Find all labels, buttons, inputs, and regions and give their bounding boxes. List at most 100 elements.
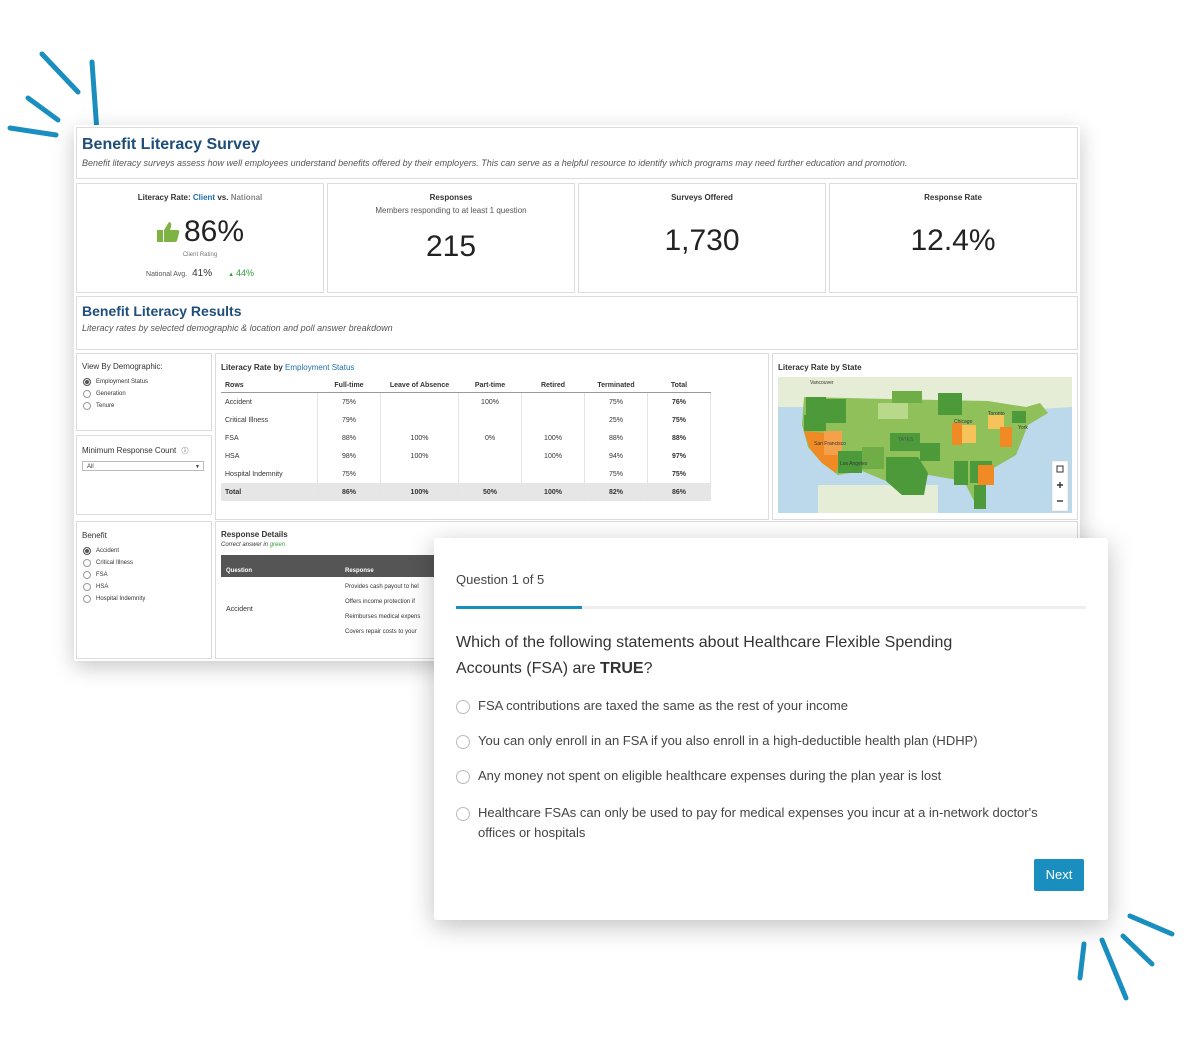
response-details-subtitle: Correct answer in [221, 542, 270, 548]
col-header[interactable]: Total [647, 378, 711, 393]
demographic-label: View By Demographic: [82, 362, 163, 371]
response-item: Offers income protection if [345, 599, 415, 605]
select-value: All [87, 464, 94, 470]
option-radio[interactable] [456, 735, 470, 749]
radio-generation[interactable]: Generation [83, 388, 148, 400]
radio-dot[interactable] [83, 378, 91, 386]
cell: 94% [584, 447, 648, 465]
cell [380, 411, 459, 429]
radio-label: Tenure [96, 403, 115, 409]
row-label: Accident [221, 392, 318, 411]
state-map-panel: Literacy Rate by State [772, 353, 1078, 520]
radio-label: Accident [96, 548, 120, 554]
radio-tenure[interactable]: Tenure [83, 400, 148, 412]
table-header-row: Rows Full-time Leave of Absence Part-tim… [221, 378, 711, 393]
min-response-filter: Minimum Response Count ⓘ All ▼ [76, 435, 212, 515]
next-button[interactable]: Next [1034, 859, 1084, 891]
col-header[interactable]: Retired [521, 378, 585, 393]
cell: 88% [317, 429, 381, 447]
radio-accident[interactable]: Accident [83, 545, 145, 557]
col-header[interactable]: Part-time [458, 378, 522, 393]
radio-dot[interactable] [83, 595, 91, 603]
row-label: Total [221, 483, 318, 501]
table-row: Critical Illness 79% 25% 75% [221, 411, 711, 429]
city-label: Toronto [988, 411, 1005, 417]
radio-dot[interactable] [83, 390, 91, 398]
results-title: Benefit Literacy Results [82, 303, 242, 319]
option-label: Any money not spent on eligible healthca… [478, 768, 942, 783]
option-radio[interactable] [456, 807, 470, 821]
radio-dot[interactable] [83, 547, 91, 555]
cell-total: 97% [647, 447, 711, 465]
radio-hsa[interactable]: HSA [83, 581, 145, 593]
cell: 75% [317, 392, 381, 411]
cell-total: 88% [647, 429, 711, 447]
cell: 100% [380, 447, 459, 465]
table-title-prefix: Literacy Rate by [221, 363, 286, 372]
kpi-surveys-offered: Surveys Offered 1,730 [578, 183, 826, 293]
question-line-2: Accounts (FSA) are TRUE? [456, 656, 1076, 682]
kpi-response-rate: Response Rate 12.4% [829, 183, 1077, 293]
kpi-responses-sub: Members responding to at least 1 questio… [375, 206, 527, 215]
quiz-option-3[interactable]: Any money not spent on eligible healthca… [456, 768, 941, 784]
kpi-label-prefix: Literacy Rate: [137, 193, 193, 202]
radio-dot[interactable] [83, 583, 91, 591]
kpi-rate-label: Response Rate [924, 193, 982, 202]
cell [458, 411, 522, 429]
col-header[interactable]: Terminated [584, 378, 648, 393]
question-suffix: ? [643, 660, 653, 677]
radio-dot[interactable] [83, 402, 91, 410]
radio-dot[interactable] [83, 559, 91, 567]
dashboard-card: Benefit Literacy Survey Benefit literacy… [74, 125, 1080, 661]
quiz-card: Question 1 of 5 Which of the following s… [434, 538, 1108, 920]
table-row: Hospital Indemnity 75% 75% 75% [221, 465, 711, 483]
min-count-label: Minimum Response Count [82, 446, 177, 455]
question-emphasis: TRUE [600, 660, 644, 677]
cell [458, 465, 522, 483]
zoom-in-icon[interactable] [1057, 482, 1063, 488]
option-radio[interactable] [456, 700, 470, 714]
cell [521, 411, 585, 429]
map-title: Literacy Rate by State [778, 363, 862, 372]
kpi-responses: Responses Members responding to at least… [327, 183, 575, 293]
thumbs-up-icon [156, 222, 180, 242]
min-count-select[interactable]: All ▼ [82, 461, 204, 471]
info-icon[interactable]: ⓘ [181, 448, 189, 455]
quiz-option-1[interactable]: FSA contributions are taxed the same as … [456, 698, 848, 714]
city-label: Los Angeles [840, 461, 868, 467]
country-label: TATES [898, 437, 914, 443]
radio-hospital-indemnity[interactable]: Hospital Indemnity [83, 593, 145, 605]
quiz-progress-fill [456, 606, 582, 609]
radio-critical-illness[interactable]: Critical Illness [83, 557, 145, 569]
us-state-map[interactable]: Vancouver Toronto Chicago San Francisco … [778, 377, 1072, 513]
map-zoom-controls [1051, 460, 1069, 512]
quiz-option-2[interactable]: You can only enroll in an FSA if you als… [456, 733, 978, 749]
table-title-dim: Employment Status [285, 363, 355, 372]
cell-total: 76% [647, 392, 711, 411]
row-label: Hospital Indemnity [221, 465, 318, 483]
radio-employment-status[interactable]: Employment Status [83, 376, 148, 388]
chevron-down-icon: ▼ [195, 464, 200, 470]
option-label: You can only enroll in an FSA if you als… [478, 733, 978, 748]
question-line-1: Which of the following statements about … [456, 634, 953, 651]
option-radio[interactable] [456, 770, 470, 784]
quiz-option-4[interactable]: Healthcare FSAs can only be used to pay … [456, 803, 1046, 843]
quiz-progress-label: Question 1 of 5 [456, 572, 545, 587]
delta-value: 44% [235, 268, 254, 278]
col-header[interactable]: Full-time [317, 378, 381, 393]
radio-dot[interactable] [83, 571, 91, 579]
col-header[interactable]: Leave of Absence [380, 378, 459, 393]
recenter-icon[interactable] [1056, 465, 1064, 473]
cell: 100% [380, 429, 459, 447]
col-header[interactable]: Rows [221, 378, 318, 393]
city-label: San Francisco [814, 441, 846, 447]
cell-total: 75% [647, 411, 711, 429]
survey-description: Benefit literacy surveys assess how well… [82, 158, 908, 168]
cell: 100% [458, 392, 522, 411]
option-label: FSA contributions are taxed the same as … [478, 698, 848, 713]
quiz-question: Which of the following statements about … [456, 630, 1076, 682]
row-label: FSA [221, 429, 318, 447]
kpi-label-client: Client [192, 193, 216, 202]
radio-fsa[interactable]: FSA [83, 569, 145, 581]
cell-total: 86% [647, 483, 711, 501]
